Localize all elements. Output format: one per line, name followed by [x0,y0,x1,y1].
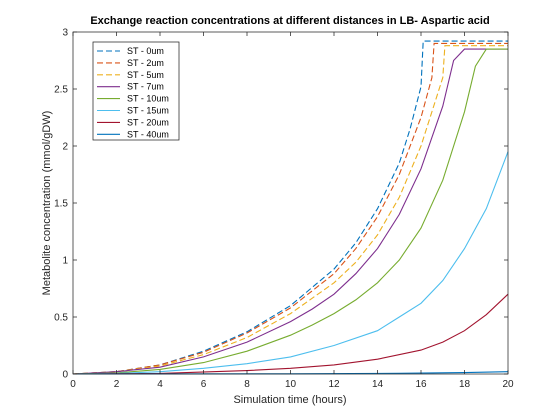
legend-label-0: ST - 0um [127,46,164,56]
x-tick-label: 2 [114,379,120,390]
legend-label-6: ST - 20um [127,117,169,127]
x-axis-title: Simulation time (hours) [233,394,346,406]
y-tick-label: 0 [62,370,68,381]
x-tick-label: 8 [244,379,250,390]
y-tick-label: 0.5 [54,313,68,324]
series-line-4 [72,48,508,375]
y-tick-label: 3 [62,28,68,39]
legend-label-7: ST - 40um [127,129,169,139]
series-line-3 [72,48,508,375]
legend-label-4: ST - 10um [127,94,169,104]
x-tick-label: 12 [328,379,340,390]
series-line-6 [72,293,509,375]
x-tick-label: 4 [157,379,163,390]
legend-box [92,41,180,141]
legend: ST - 0um ST - 2um ST - 5um ST - 7um ST - 10u… [92,41,180,141]
x-tick-label: 6 [201,379,207,390]
x-tick-label: 10 [285,379,297,390]
axes-layer: 0 2 4 6 8 10 12 14 16 18 20 0 0.5 1 1.5 2 2.5 3 [54,28,514,391]
y-tick-label: 2.5 [54,85,68,96]
x-tick-label: 0 [70,379,76,390]
legend-label-2: ST - 5um [127,70,164,80]
x-tick-label: 16 [415,379,427,390]
legend-label-1: ST - 2um [127,58,164,68]
legend-items: ST - 0um ST - 2um ST - 5um ST - 7um ST - 10u… [97,46,169,139]
series-line-2 [72,45,508,375]
x-tick-label: 18 [459,379,471,390]
y-tick-label: 1 [62,256,68,267]
legend-label-5: ST - 15um [127,106,169,116]
series-line-5 [72,151,509,375]
chart-title: Exchange reaction concentrations at diff… [90,15,489,27]
y-tick-label: 2 [62,142,68,153]
y-axis-title: Metabolite concentration (mmol/gDW) [41,111,53,296]
x-tick-label: 14 [372,379,384,390]
series-line-1 [72,42,508,375]
y-tick-label: 1.5 [54,199,68,210]
x-tick-label: 20 [502,379,514,390]
legend-label-3: ST - 7um [127,82,164,92]
